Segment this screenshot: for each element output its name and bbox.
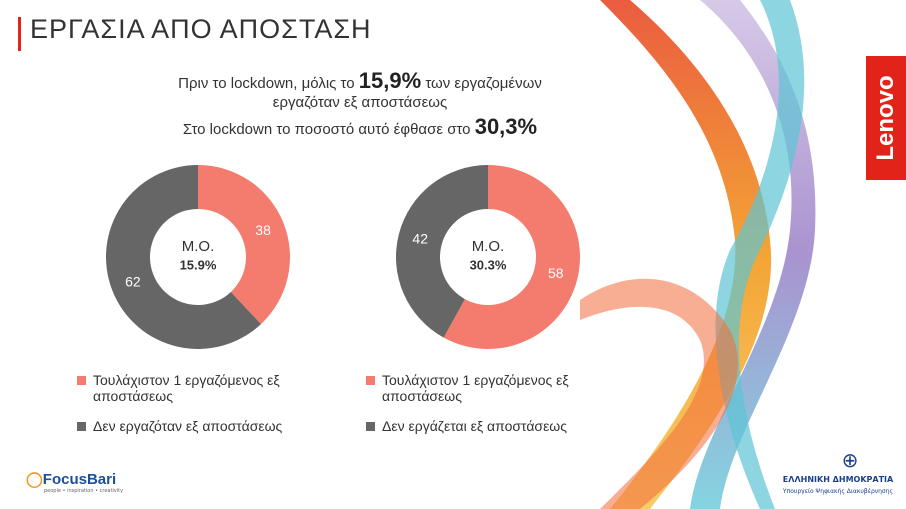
data-label: 62	[125, 273, 141, 289]
legend-label: Δεν εργάζεται εξ αποστάσεως	[382, 418, 567, 434]
intro-text: των εργαζομένων	[425, 75, 542, 92]
center-value: 30.3%	[470, 257, 507, 272]
legend-swatch	[366, 422, 375, 431]
legend-label: Τουλάχιστον 1 εργαζόμενος εξ αποστάσεως	[382, 372, 569, 404]
gov-sub: Υπουργείο Ψηφιακής Διακυβέρνησης	[782, 488, 894, 495]
title-accent	[18, 17, 21, 51]
donut-slice	[198, 165, 290, 325]
intro-text: εργαζόταν εξ αποστάσεως	[272, 94, 448, 111]
legend-item: Δεν εργάζεται εξ αποστάσεως	[366, 418, 626, 434]
center-title: Μ.Ο.	[182, 238, 215, 255]
focusbari-logo: ◯FocusBari	[26, 471, 117, 488]
data-label: 58	[548, 265, 564, 281]
legend-item: Τουλάχιστον 1 εργαζόμενος εξ αποστάσεως	[366, 372, 626, 404]
intro-line: Στο lockdown το ποσοστό αυτό έφθασε στο …	[100, 114, 620, 140]
intro-highlight: 15,9%	[358, 68, 422, 93]
legend-item: Τουλάχιστον 1 εργαζόμενος εξ αποστάσεως	[77, 372, 337, 404]
intro-line: εργαζόταν εξ αποστάσεως	[100, 94, 620, 111]
slide-title: ΕΡΓΑΣΙΑ ΑΠΟ ΑΠΟΣΤΑΣΗ	[30, 14, 372, 44]
data-label: 38	[255, 222, 271, 238]
emblem: ⊕	[841, 448, 859, 472]
legend-label: Δεν εργαζόταν εξ αποστάσεως	[93, 418, 283, 434]
center-title: Μ.Ο.	[472, 238, 505, 255]
donut-slice	[106, 165, 261, 350]
center-value: 15.9%	[180, 257, 217, 272]
brand-box: Lenovo	[866, 56, 906, 180]
legend-swatch	[77, 376, 86, 385]
intro-line: Πριν το lockdown, μόλις το 15,9% των εργ…	[100, 68, 620, 94]
data-label: 42	[412, 230, 428, 246]
donut-slice	[443, 165, 580, 350]
donut-slice	[395, 165, 488, 338]
intro-text: Πριν το lockdown, μόλις το	[178, 75, 355, 92]
legend-swatch	[77, 422, 86, 431]
intro-text: Στο lockdown το ποσοστό αυτό έφθασε στο	[182, 121, 471, 138]
legend-label: Τουλάχιστον 1 εργαζόμενος εξ αποστάσεως	[93, 372, 280, 404]
logo-text: FocusBari	[42, 471, 117, 488]
gov-logo: ΕΛΛΗΝΙΚΗ ΔΗΜΟΚΡΑΤΙΑ	[782, 475, 894, 484]
legend-item: Δεν εργαζόταν εξ αποστάσεως	[77, 418, 337, 434]
focusbari-tagline: people • inspiration • creativity	[44, 488, 124, 494]
legend-swatch	[366, 376, 375, 385]
intro-highlight: 30,3%	[474, 114, 538, 139]
